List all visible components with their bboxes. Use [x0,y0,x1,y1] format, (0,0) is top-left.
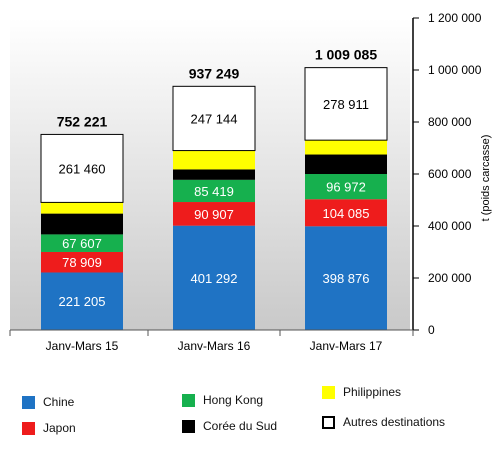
legend-label: Philippines [343,385,402,399]
bar-segment [173,179,255,203]
y-axis-title: t (poids carcasse) [480,135,492,222]
bar-value-label: 96 972 [326,180,366,195]
bar-segment [41,234,123,252]
legend-item-autres-destinations: Autres destinations [322,415,445,429]
chart-legend: Chine Japon Hong Kong Corée du Sud Phili… [0,375,500,450]
bar-value-label: 401 292 [191,271,238,286]
bar-segment [173,225,255,330]
bar-value-label: 104 085 [323,206,370,221]
bar-value-label: 278 911 [323,97,369,112]
bar-segment [41,213,123,235]
legend-label: Chine [43,395,75,409]
legend-item-japon: Japon [22,421,76,435]
chart-canvas: 221 205 78 909 67 607 261 460 752 221 401 292… [9,11,492,353]
legend-label: Corée du Sud [203,419,278,433]
bar-value-label: 247 144 [191,111,238,126]
y-tick-label: 600 000 [428,167,472,181]
bar-segment [305,174,387,200]
bar-segment [304,67,388,141]
legend-swatch-philippines [322,385,335,399]
bar-segment [41,202,123,214]
bar-value-label: 398 876 [323,271,370,286]
y-tick-label: 0 [428,323,435,337]
legend-label: Japon [43,421,76,435]
bar-segment [173,169,255,180]
bar-value-label: 67 607 [62,236,102,251]
bar-value-label: 261 460 [59,161,106,176]
bar-segment [305,154,387,175]
legend-swatch-hong-kong [182,393,195,407]
bar-segment [41,251,123,273]
bar-segment [305,199,387,227]
bar-segment [173,202,255,226]
legend-item-philippines: Philippines [322,385,401,399]
legend-swatch-chine [22,395,35,409]
legend-swatch-coree-du-sud [182,419,195,433]
bar-segment [41,272,123,330]
legend-item-hong-kong: Hong Kong [182,393,263,407]
x-tick-label: Janv-Mars 16 [178,339,251,353]
legend-label: Autres destinations [343,415,446,429]
bar-segment [173,150,255,170]
legend-label: Hong Kong [203,393,264,407]
legend-swatch-autres-destinations [322,415,335,429]
legend-item-chine: Chine [22,395,74,409]
y-tick-label: 1 200 000 [428,11,482,25]
x-tick-label: Janv-Mars 15 [46,339,119,353]
bar-segment [40,133,124,203]
y-tick-label: 1 000 000 [428,63,482,77]
y-axis: 0 200 000 400 000 600 000 800 000 1 000 000 1 … [9,11,482,353]
bar-segment [305,140,387,155]
bar-value-label: 90 907 [194,207,234,222]
bar-total-label: 752 221 [57,113,108,129]
y-tick-label: 800 000 [428,115,472,129]
y-tick-label: 200 000 [428,271,472,285]
bar-total-label: 937 249 [189,65,240,81]
bar-value-label: 221 205 [59,294,106,309]
y-tick-label: 400 000 [428,219,472,233]
legend-item-coree-du-sud: Corée du Sud [182,419,277,433]
bar-value-label: 85 419 [194,184,234,199]
legend-swatch-japon [22,421,35,435]
bars-layer: 221 205 78 909 67 607 261 460 752 221 401 292… [40,47,388,330]
bar-segment [172,85,256,152]
bar-total-label: 1 009 085 [315,47,377,63]
bar-segment [305,226,387,330]
bar-value-label: 78 909 [62,255,102,270]
x-tick-label: Janv-Mars 17 [310,339,383,353]
